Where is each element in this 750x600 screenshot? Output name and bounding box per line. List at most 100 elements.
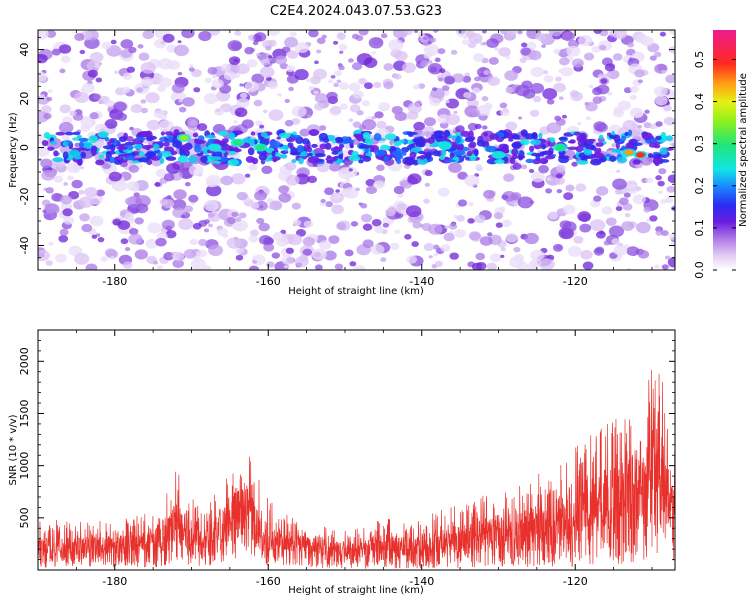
heatmap-cell: [95, 159, 105, 166]
heatmap-cell: [281, 255, 295, 266]
heatmap-cell: [47, 146, 55, 151]
heatmap-cell: [644, 109, 650, 114]
heatmap-cell: [188, 194, 199, 203]
heatmap-cell: [580, 249, 593, 260]
heatmap-cell: [562, 221, 577, 233]
heatmap-cell: [548, 30, 563, 37]
heatmap-cell: [412, 138, 425, 144]
heatmap-cell: [235, 217, 242, 222]
heatmap-cell: [634, 69, 645, 78]
heatmap-cell: [488, 57, 499, 65]
heatmap-cell: [498, 206, 506, 212]
heatmap-cell: [120, 39, 134, 49]
heatmap-cell: [513, 246, 521, 253]
heatmap-cell: [110, 256, 115, 260]
heatmap-cell: [460, 130, 470, 137]
snr-ytick-label: 2000: [18, 347, 31, 375]
heatmap-cell: [505, 121, 518, 131]
heatmap-cell: [630, 128, 646, 140]
heatmap-cell: [637, 250, 650, 259]
heatmap-cell: [349, 104, 361, 113]
heatmap-cell: [643, 206, 651, 213]
heatmap-cell: [324, 187, 335, 196]
spectrogram-ytick-label: -40: [18, 237, 31, 255]
heatmap-cell: [307, 155, 320, 164]
heatmap-cell: [612, 53, 623, 61]
heatmap-cell: [74, 91, 90, 104]
heatmap-cell: [253, 32, 267, 42]
heatmap-cell: [334, 263, 344, 270]
heatmap-cell: [246, 59, 258, 68]
heatmap-cell: [659, 159, 670, 163]
heatmap-cell: [303, 220, 314, 228]
heatmap-cell: [402, 62, 416, 74]
heatmap-cell: [137, 157, 149, 163]
heatmap-cell: [355, 35, 364, 41]
heatmap-cell: [600, 78, 608, 84]
heatmap-cell: [155, 168, 167, 178]
heatmap-cell: [106, 249, 119, 259]
heatmap-cell: [134, 249, 148, 260]
heatmap-cell: [314, 60, 319, 65]
heatmap-cell: [215, 108, 221, 113]
heatmap-cell: [76, 158, 83, 165]
heatmap-cell: [577, 121, 582, 126]
heatmap-cell: [58, 234, 69, 243]
heatmap-cell: [295, 136, 304, 144]
heatmap-cell: [409, 151, 417, 158]
heatmap-cell: [252, 40, 259, 46]
heatmap-cell: [433, 30, 439, 33]
heatmap-cell: [249, 229, 259, 237]
heatmap-cell: [624, 212, 631, 218]
heatmap-cell: [654, 95, 668, 106]
heatmap-cell: [378, 102, 391, 112]
colorbar: 0.0 0.1 0.2 0.3 0.4 0.5 Normalized spectral a…: [693, 30, 749, 279]
heatmap-cell: [291, 105, 307, 118]
heatmap-cell: [385, 208, 396, 217]
heatmap-hotspot: [256, 144, 266, 151]
heatmap-cell: [604, 63, 616, 72]
heatmap-cell: [659, 31, 667, 37]
heatmap-cell: [530, 82, 545, 94]
heatmap-cell: [121, 86, 131, 94]
heatmap-cell: [486, 262, 497, 270]
spectrogram-ytick-label: 0: [18, 144, 31, 151]
heatmap-cell: [81, 223, 93, 233]
heatmap-cell: [208, 244, 224, 257]
heatmap-cell: [429, 97, 441, 107]
heatmap-cell: [343, 166, 358, 178]
heatmap-cell: [439, 155, 446, 161]
heatmap-cell: [219, 156, 229, 163]
heatmap-cell: [406, 255, 418, 264]
heatmap-cell: [339, 143, 344, 149]
heatmap-cell: [314, 102, 325, 111]
heatmap-cell: [140, 107, 148, 114]
heatmap-cell: [89, 119, 96, 125]
heatmap-cell: [231, 173, 246, 185]
heatmap-cell: [445, 113, 461, 125]
heatmap-cell: [623, 87, 632, 94]
heatmap-cell: [89, 215, 104, 227]
heatmap-cell: [140, 99, 147, 104]
spectrogram-ytick-label: 40: [18, 43, 31, 57]
heatmap-cell: [236, 97, 250, 109]
heatmap-cell: [361, 100, 370, 107]
heatmap-cell: [79, 49, 86, 55]
heatmap-cell: [158, 77, 172, 88]
heatmap-cell: [531, 131, 538, 138]
heatmap-cell: [653, 86, 668, 97]
heatmap-cell: [226, 216, 236, 224]
heatmap-cell: [302, 138, 310, 145]
heatmap-cell: [663, 104, 672, 112]
heatmap-cell: [162, 33, 175, 43]
heatmap-cell: [451, 223, 456, 227]
heatmap-cell: [517, 196, 534, 209]
heatmap-cell: [665, 74, 675, 84]
heatmap-cell: [391, 105, 403, 115]
heatmap-cell: [284, 36, 299, 48]
heatmap-cell: [133, 143, 143, 150]
heatmap-cell: [267, 55, 273, 59]
heatmap-cell: [333, 82, 339, 88]
heatmap-cell: [605, 217, 617, 226]
heatmap-cell: [441, 149, 447, 157]
